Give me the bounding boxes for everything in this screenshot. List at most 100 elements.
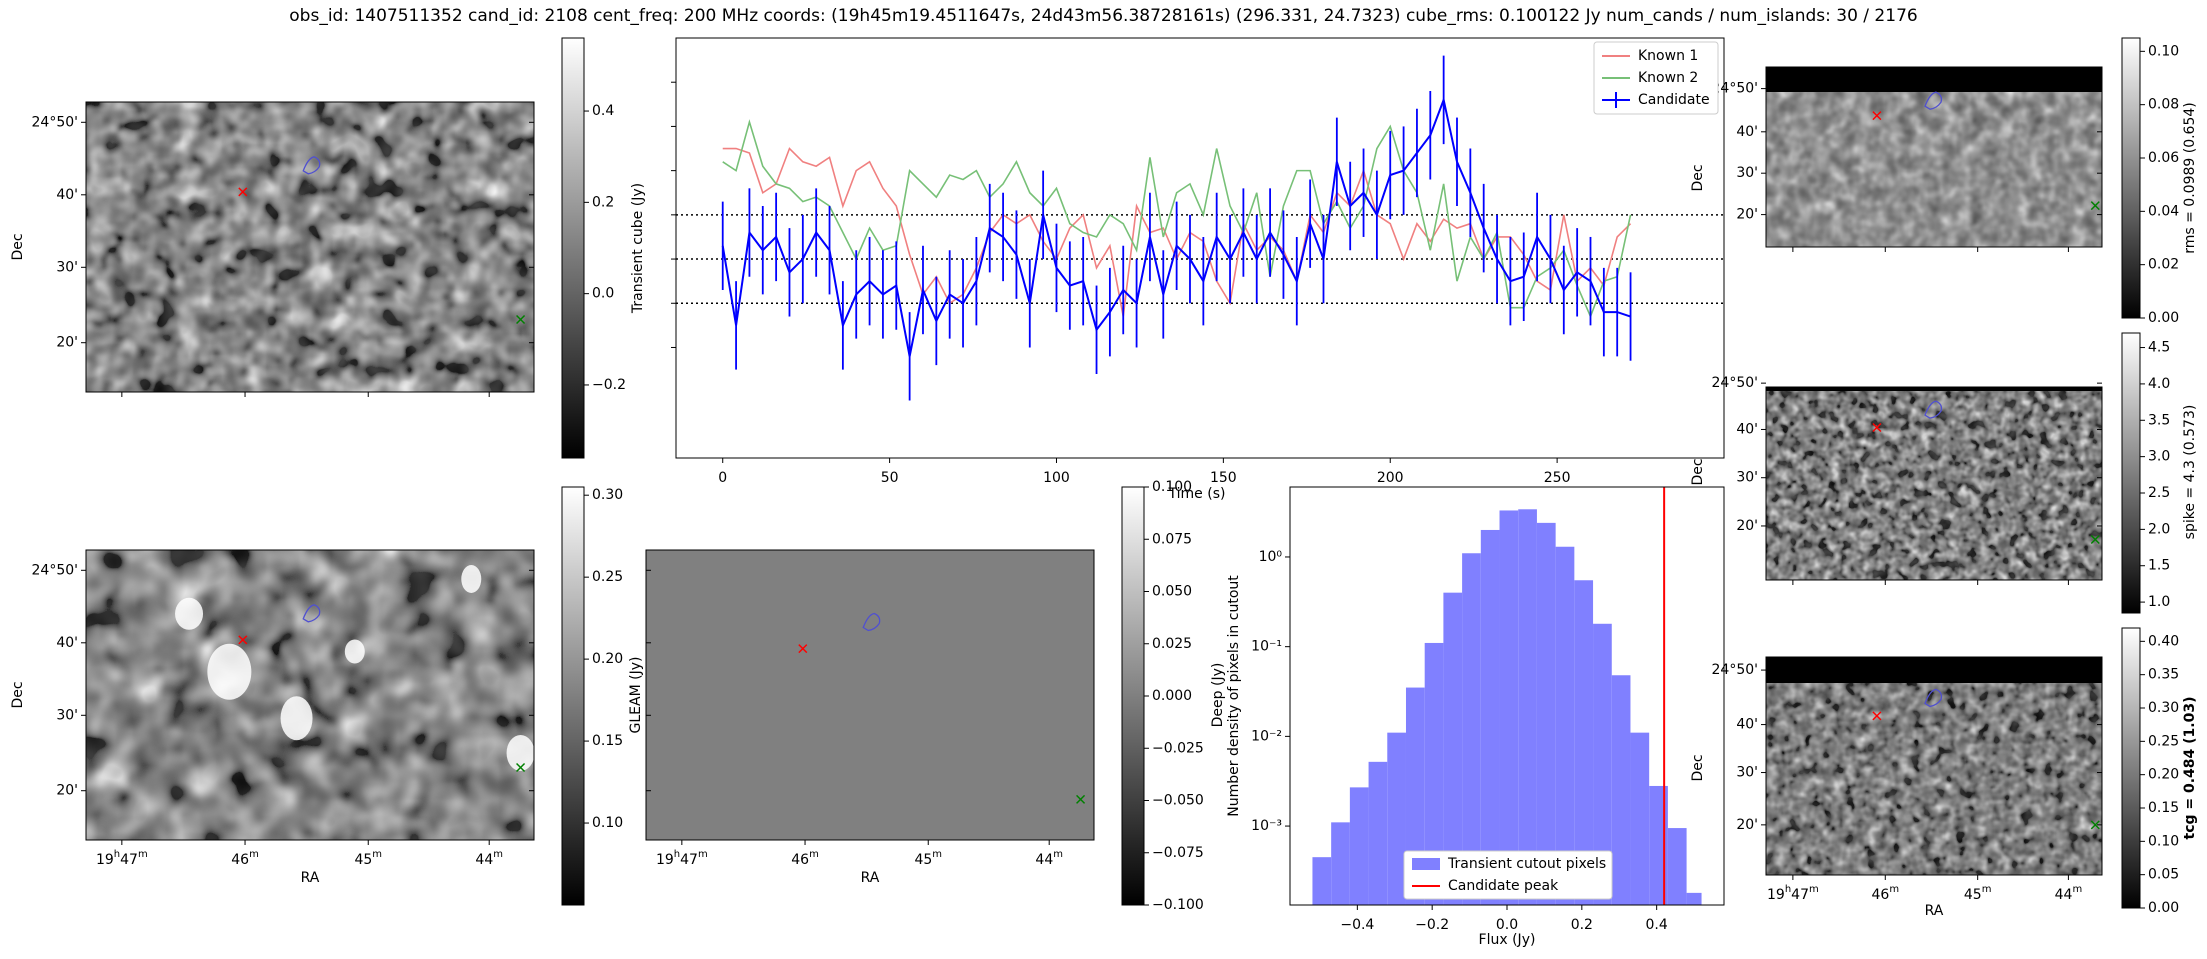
rms-map-image xyxy=(1766,67,2102,247)
rms-map-panel xyxy=(1765,66,2103,248)
histogram-ytick-label: 10⁻¹ xyxy=(1251,639,1282,655)
known-source-1-marker xyxy=(238,635,248,645)
spike-map-image xyxy=(1766,387,2102,580)
tcg-map-colorbar-gradient xyxy=(2121,627,2141,909)
spike-map-colorbar-tick-label: 4.0 xyxy=(2148,376,2170,392)
lightcurve-xtick-label: 250 xyxy=(1544,470,1571,486)
deep-map-colorbar-label: Deep (Jy) xyxy=(1210,663,1226,728)
histogram-bar xyxy=(1424,642,1444,905)
deep-map-colorbar-tick-label: −0.100 xyxy=(1152,897,1204,913)
candidate-island-outline xyxy=(302,604,321,623)
tcg-map-frame xyxy=(1765,656,2103,876)
ra-tick-label: 46m xyxy=(1871,884,1899,903)
rms-map-no-data-band xyxy=(1766,67,2102,92)
lightcurve-series-known-2 xyxy=(722,119,1632,319)
gleam-map-panel xyxy=(85,549,535,841)
tcg-map-colorbar-tick-label: 0.25 xyxy=(2148,733,2179,749)
gleam-map-colorbar-gradient xyxy=(561,486,585,906)
plot-layer: 24°50' 40' 30' 20' Dec −0.2 0.0 0.2 0.4 Transient… xyxy=(10,37,2198,948)
histogram-bar xyxy=(1499,510,1519,905)
histogram-ytick-label: 10⁻² xyxy=(1251,728,1282,744)
tcg-map-colorbar-tick-label: 0.00 xyxy=(2148,900,2179,916)
dec-tick-label: 24°50' xyxy=(32,114,78,130)
known-source-1-marker xyxy=(1872,422,1882,433)
histogram-xtick-label: −0.4 xyxy=(1340,917,1374,933)
transient-map-image xyxy=(86,102,534,392)
lightcurve-xtick-label: 50 xyxy=(881,470,899,486)
gleam-map-bright-blob xyxy=(175,597,204,630)
lightcurve-xtick-label: 150 xyxy=(1210,470,1237,486)
histogram-bar xyxy=(1462,553,1481,905)
gleam-map-colorbar-tick-label: 0.30 xyxy=(592,487,623,503)
dec-tick-label: 30' xyxy=(1736,165,1758,181)
known-source-2-marker xyxy=(2090,820,2100,830)
histogram-bar xyxy=(1630,732,1650,905)
tcg-map-ylabel: Dec xyxy=(1690,754,1706,781)
gleam-map-bright-blob xyxy=(461,565,482,593)
transient-map-colorbar-label: Transient cube (Jy) xyxy=(630,183,646,314)
ra-tick-label: 19h47m xyxy=(1767,884,1819,903)
spike-map-ylabel: Dec xyxy=(1690,458,1706,485)
ra-tick-label: 19h47m xyxy=(96,849,148,868)
lightcurve-legend-box xyxy=(1593,41,1719,115)
transient-map-frame xyxy=(85,101,535,393)
known-source-2-marker xyxy=(2090,201,2100,211)
deep-map-colorbar-gradient xyxy=(1121,486,1145,906)
dec-tick-label: 24°50' xyxy=(32,562,78,578)
transient-map-colorbar-tick-label: 0.4 xyxy=(592,103,614,119)
spike-map-colorbar-gradient xyxy=(2121,332,2141,614)
spike-map-panel xyxy=(1765,386,2103,581)
histogram-legend-label: Transient cutout pixels xyxy=(1447,856,1606,872)
gleam-map-colorbar-tick-label: 0.20 xyxy=(592,651,623,667)
deep-map-colorbar-tick-label: −0.050 xyxy=(1152,793,1204,809)
histogram-bar xyxy=(1349,787,1369,905)
histogram-bar xyxy=(1331,822,1350,905)
tcg-map-colorbar-tick-label: 0.40 xyxy=(2148,633,2179,649)
histogram-bar xyxy=(1611,675,1631,905)
spike-map-colorbar-tick-label: 3.0 xyxy=(2148,449,2170,465)
rms-map-colorbar xyxy=(2121,37,2145,319)
dec-tick-label: 40' xyxy=(56,635,78,651)
candidate-island-outline xyxy=(1924,688,1943,708)
histogram-ytick-label: 10⁰ xyxy=(1259,549,1283,565)
histogram-legend-box xyxy=(1403,850,1613,900)
dec-tick-label: 20' xyxy=(1736,207,1758,223)
deep-map-colorbar-tick-label: 0.000 xyxy=(1152,688,1192,704)
rms-map-colorbar-tick-label: 0.04 xyxy=(2148,203,2179,219)
figure-title: obs_id: 1407511352 cand_id: 2108 cent_fr… xyxy=(289,6,1918,26)
histogram-bar xyxy=(1667,828,1687,905)
histogram-bar xyxy=(1443,592,1463,905)
gleam-map-colorbar xyxy=(561,486,589,906)
histogram-bar xyxy=(1518,509,1537,905)
known-source-1-marker xyxy=(1872,711,1882,721)
histogram-xtick-label: 0.4 xyxy=(1646,917,1668,933)
dec-tick-label: 30' xyxy=(1736,470,1758,486)
histogram-bar xyxy=(1574,580,1594,905)
histogram-bar xyxy=(1536,522,1556,905)
tcg-map-colorbar-tick-label: 0.10 xyxy=(2148,833,2179,849)
dec-tick-label: 40' xyxy=(1736,717,1758,733)
dec-tick-label: 20' xyxy=(1736,518,1758,534)
histogram-bar xyxy=(1387,732,1406,905)
candidate-island-outline xyxy=(302,156,321,175)
ra-tick-label: 45m xyxy=(354,849,382,868)
transient-map-colorbar-gradient xyxy=(561,37,585,459)
gleam-map-colorbar-label: GLEAM (Jy) xyxy=(628,657,644,734)
histogram-bar xyxy=(1368,761,1388,905)
deep-map-frame xyxy=(645,549,1095,841)
ra-tick-label: 46m xyxy=(791,849,819,868)
transient-map-ylabel: Dec xyxy=(10,233,26,260)
spike-map-colorbar-tick-label: 2.0 xyxy=(2148,521,2170,537)
gleam-map-ylabel: Dec xyxy=(10,681,26,708)
dec-tick-label: 40' xyxy=(56,187,78,203)
spike-map-frame xyxy=(1765,386,2103,581)
histogram-xlabel: Flux (Jy) xyxy=(1479,932,1536,948)
tcg-map-colorbar-tick-label: 0.05 xyxy=(2148,867,2179,883)
candidate-island-outline xyxy=(862,612,881,632)
tcg-map-colorbar-tick-label: 0.30 xyxy=(2148,700,2179,716)
rms-map-colorbar-gradient xyxy=(2121,37,2141,319)
histogram-bar xyxy=(1480,529,1500,905)
dec-tick-label: 20' xyxy=(1736,817,1758,833)
spike-map-colorbar-tick-label: 1.0 xyxy=(2148,594,2170,610)
